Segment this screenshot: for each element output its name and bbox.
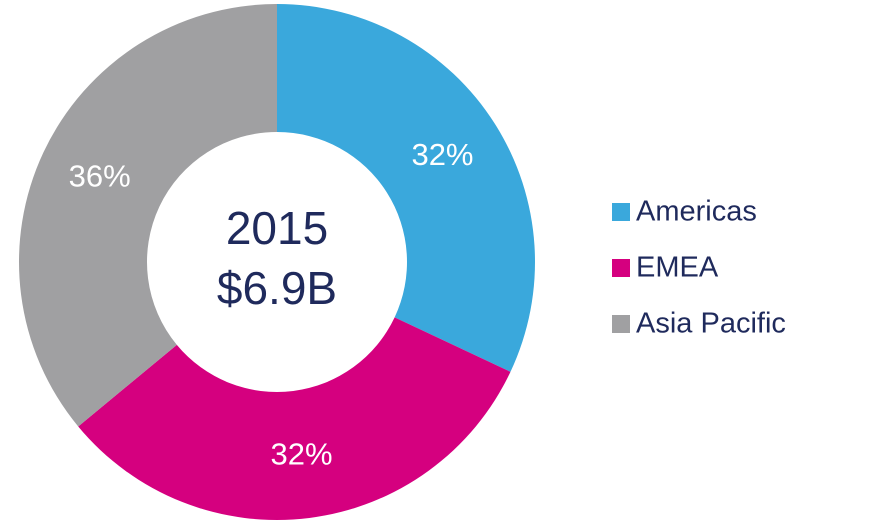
donut-segment <box>19 4 278 427</box>
value-label: 36% <box>69 159 131 194</box>
value-label: 32% <box>271 437 333 472</box>
value-label: 32% <box>411 137 473 172</box>
legend-label: Americas <box>636 196 757 228</box>
legend-label: Asia Pacific <box>636 308 786 340</box>
donut-segment <box>78 317 511 520</box>
legend-swatch <box>612 315 630 333</box>
legend-label: EMEA <box>636 252 719 284</box>
center-total: $6.9B <box>217 262 337 314</box>
donut-segment <box>277 4 535 372</box>
legend-swatch <box>612 259 630 277</box>
legend-swatch <box>612 203 630 221</box>
center-year: 2015 <box>226 202 328 254</box>
